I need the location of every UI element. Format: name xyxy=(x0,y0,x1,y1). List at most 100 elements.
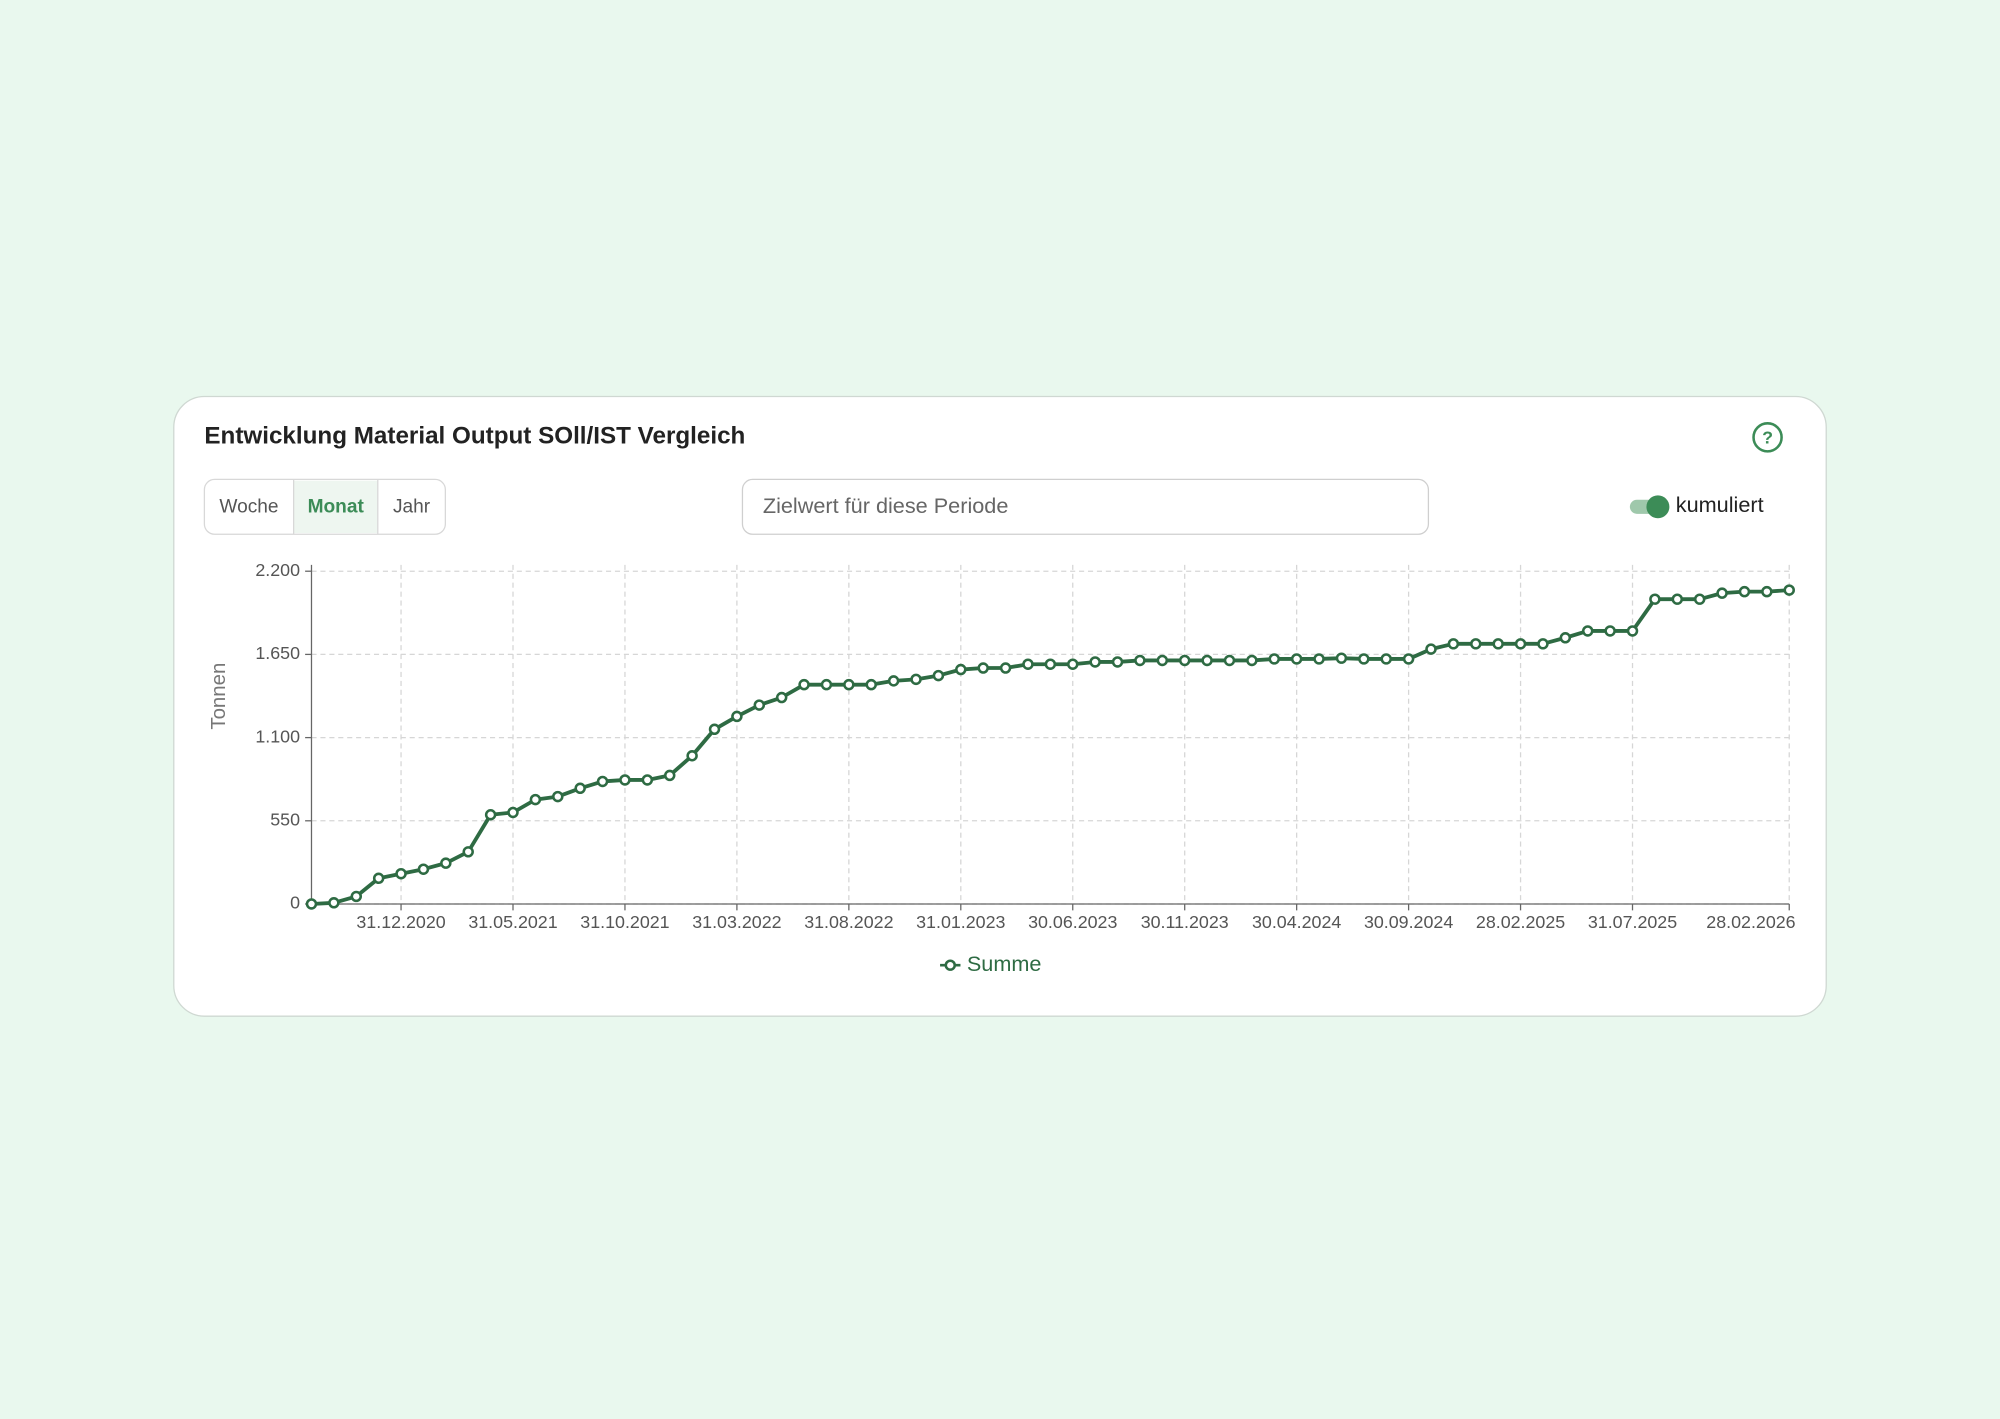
data-point xyxy=(1178,654,1191,667)
data-point xyxy=(1425,643,1437,655)
data-point xyxy=(507,806,519,819)
data-point xyxy=(843,678,855,691)
legend-marker[interactable] xyxy=(944,959,957,971)
data-point xyxy=(1514,638,1527,650)
data-point xyxy=(1738,585,1751,598)
x-tick-label: 28.02.2025 xyxy=(1476,912,1565,932)
period-button[interactable]: Monat xyxy=(308,497,365,518)
data-point xyxy=(1246,654,1258,667)
data-point xyxy=(619,774,631,786)
x-tick-label: 28.02.2026 xyxy=(1706,912,1795,932)
data-point xyxy=(977,662,989,674)
x-tick-label: 30.06.2023 xyxy=(1028,912,1117,932)
data-point xyxy=(798,678,810,691)
data-point xyxy=(372,872,385,885)
data-point xyxy=(1290,653,1303,665)
data-point xyxy=(1223,654,1236,667)
data-point xyxy=(1089,656,1101,668)
data-point xyxy=(395,868,407,880)
toggle-knob[interactable] xyxy=(1646,495,1670,519)
x-tick-label: 30.04.2024 xyxy=(1252,912,1341,932)
y-tick-label: 2.200 xyxy=(255,560,300,580)
x-tick-label: 31.05.2021 xyxy=(468,912,557,932)
data-point xyxy=(305,898,318,910)
data-point xyxy=(1470,638,1482,650)
x-tick-label: 31.01.2023 xyxy=(916,912,1005,932)
data-point xyxy=(641,774,654,786)
toggle-label[interactable]: kumuliert xyxy=(1676,492,1764,517)
data-point xyxy=(1335,652,1348,664)
x-tick-label: 31.03.2022 xyxy=(692,912,781,932)
data-point xyxy=(417,863,430,875)
data-point xyxy=(1022,658,1034,670)
period-buttons: Woche Monat Jahr xyxy=(203,478,447,535)
data-point xyxy=(708,723,721,736)
card-title: Entwicklung Material Output SOll/IST Ver… xyxy=(204,423,745,450)
x-tick-label: 31.12.2020 xyxy=(356,912,445,932)
help-mark[interactable]: ? xyxy=(1762,427,1773,447)
data-point xyxy=(955,663,967,676)
y-tick-label: 550 xyxy=(270,810,300,830)
data-point xyxy=(462,846,474,858)
data-point xyxy=(529,793,542,806)
legend-label[interactable]: Summe xyxy=(967,951,1042,976)
data-point xyxy=(932,669,945,682)
data-point xyxy=(1447,638,1460,650)
data-point xyxy=(1156,654,1169,667)
x-tick-label: 31.10.2021 xyxy=(580,912,669,932)
data-point xyxy=(1134,654,1146,667)
data-point xyxy=(731,710,743,723)
data-point xyxy=(1492,638,1504,650)
button-active-bg[interactable] xyxy=(293,480,378,533)
y-tick-label: 0 xyxy=(290,893,300,913)
help-circle[interactable] xyxy=(1752,422,1783,453)
data-point xyxy=(820,678,833,691)
data-point xyxy=(1761,585,1773,598)
data-point xyxy=(328,897,340,909)
data-point xyxy=(686,750,698,762)
data-point xyxy=(1537,638,1549,650)
period-button[interactable]: Woche xyxy=(219,497,278,518)
toggle[interactable] xyxy=(1629,495,1670,519)
x-tick-label: 30.11.2023 xyxy=(1141,912,1229,932)
data-point xyxy=(1268,653,1281,665)
data-point xyxy=(1559,632,1572,644)
data-point xyxy=(1604,625,1616,637)
data-point xyxy=(753,699,766,711)
data-point xyxy=(1716,587,1728,599)
help-icon[interactable]: ? xyxy=(1752,422,1783,453)
period-button[interactable]: Jahr xyxy=(393,497,431,518)
data-point xyxy=(552,790,564,803)
data-point xyxy=(887,675,900,687)
y-tick-label: 1.100 xyxy=(255,726,300,746)
data-point xyxy=(350,890,363,903)
data-point xyxy=(1649,593,1661,605)
target-input[interactable] xyxy=(741,478,1430,535)
x-tick-label: 31.08.2022 xyxy=(804,912,893,932)
input-placeholder[interactable]: Zielwert für diese Periode xyxy=(763,493,1009,518)
data-point xyxy=(1626,625,1639,637)
data-point xyxy=(1693,593,1706,605)
data-point xyxy=(1783,584,1795,596)
data-point xyxy=(999,662,1012,674)
data-point xyxy=(910,673,922,686)
data-point xyxy=(1402,653,1415,665)
data-point xyxy=(1671,593,1684,605)
y-axis-label: Tonnen xyxy=(208,663,230,730)
data-point xyxy=(1201,654,1213,667)
x-tick-label: 30.09.2024 xyxy=(1364,912,1453,932)
data-point xyxy=(663,769,676,782)
data-point xyxy=(1358,653,1370,665)
data-point xyxy=(1111,656,1124,668)
plot: 0 550 1.100 1.650 2.200 31.12.2020 31.05.2021 3… xyxy=(255,560,1795,976)
data-point xyxy=(596,775,609,788)
data-point xyxy=(1380,653,1392,665)
data-point xyxy=(574,782,586,795)
data-point xyxy=(484,809,497,821)
data-point xyxy=(1044,658,1057,670)
data-point xyxy=(865,678,877,691)
y-tick-label: 1.650 xyxy=(255,643,300,663)
x-tick-label: 31.07.2025 xyxy=(1588,912,1677,932)
